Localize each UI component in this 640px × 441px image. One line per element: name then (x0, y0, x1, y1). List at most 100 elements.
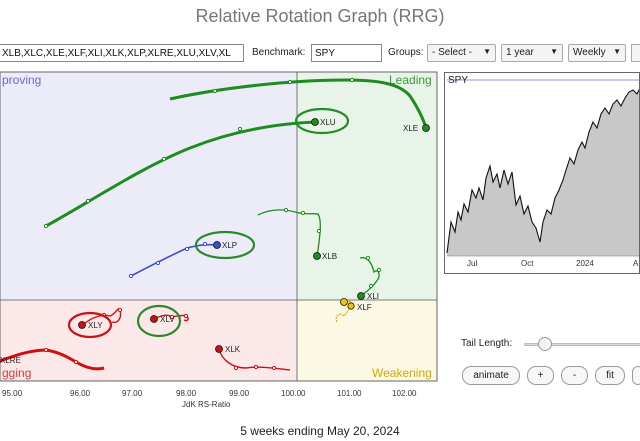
groups-label: Groups: (388, 47, 424, 58)
tail-xle[interactable]: XLE (169, 77, 430, 133)
page-title: Relative Rotation Graph (RRG) (195, 6, 445, 26)
groups-select[interactable]: - Select - ▼ (427, 44, 496, 62)
tail-symbol-label: XLU (320, 118, 336, 127)
tail-symbol-label: XLF (357, 303, 372, 312)
fit-button[interactable]: fit (595, 366, 625, 385)
tail-symbol-label: XLB (322, 252, 337, 261)
tail-head[interactable] (357, 292, 365, 300)
symbols-input[interactable] (0, 44, 244, 62)
x-axis-label: JdK RS-Ratio (182, 400, 231, 409)
tail-point (85, 198, 91, 204)
tail-xlf[interactable]: XLF (335, 298, 372, 323)
tail-point (161, 156, 167, 162)
tail-point (253, 364, 259, 370)
tail-symbol-label: XLE (403, 124, 418, 133)
tail-xlu[interactable]: XLU (43, 107, 350, 229)
tail-length-slider-handle[interactable] (538, 337, 552, 351)
tail-line (169, 78, 428, 129)
highlight-circle (136, 304, 182, 338)
benchmark-chart: Jul Oct 2024 A (446, 79, 640, 268)
tail-point (128, 273, 134, 279)
quadrant-label-lagging: gging (2, 366, 31, 380)
tail-point (271, 365, 277, 371)
tail-head[interactable] (422, 124, 430, 132)
tail-point (316, 228, 322, 234)
tail-xly[interactable]: XLY (67, 307, 123, 339)
tail-symbol-label: XLK (225, 345, 241, 354)
animate-button[interactable]: animate (462, 366, 520, 385)
benchmark-x-tick: 2024 (576, 259, 594, 268)
tail-symbol-label: XLY (88, 321, 103, 330)
zoom-in-button[interactable]: + (527, 366, 554, 385)
benchmark-x-tick: Oct (521, 259, 534, 268)
benchmark-label: Benchmark: (252, 47, 306, 58)
tail-head[interactable] (313, 252, 321, 260)
tail-point (376, 267, 382, 273)
quadrant-improving (0, 72, 297, 300)
tail-head[interactable] (215, 345, 223, 353)
highlight-circle (194, 230, 256, 260)
tail-point (283, 207, 289, 213)
quadrant-weakening (297, 300, 437, 381)
tail-point (117, 307, 123, 313)
x-tick: 97.00 (122, 389, 143, 398)
tail-point (73, 359, 79, 365)
tail-length-label: Tail Length: (461, 338, 513, 349)
benchmark-symbol: SPY (448, 75, 469, 86)
x-tick: 98.00 (176, 389, 197, 398)
zoom-out-button[interactable]: - (561, 366, 588, 385)
tail-symbol-label: XLRE (0, 356, 21, 365)
chevron-down-icon: ▼ (483, 47, 491, 56)
highlight-circle (294, 107, 350, 135)
tail-point (287, 79, 293, 85)
toolbar: Benchmark: Groups: - Select - ▼ 1 year ▼ W… (0, 44, 640, 64)
benchmark-x-tick: Jul (467, 259, 477, 268)
tail-xlk[interactable]: XLK (215, 345, 291, 371)
tail-point (155, 260, 161, 266)
tail-point (349, 77, 355, 83)
x-tick: 101.00 (337, 389, 362, 398)
tail-length-track[interactable] (524, 343, 640, 346)
tail-line (359, 257, 380, 297)
period-select[interactable]: 1 year ▼ (501, 44, 563, 62)
tail-point (169, 314, 175, 320)
tail-point (202, 241, 208, 247)
tail-head[interactable] (78, 321, 86, 329)
tail-head[interactable] (347, 302, 355, 310)
tail-line (0, 348, 105, 371)
frequency-select[interactable]: Weekly ▼ (568, 44, 626, 62)
benchmark-input[interactable] (311, 44, 382, 62)
x-tick: 99.00 (229, 389, 250, 398)
tail-line (45, 120, 316, 228)
tail-xlre[interactable]: XLRE (0, 347, 105, 371)
tail-symbol-label: XLP (222, 241, 237, 250)
plot-border (0, 71, 438, 382)
benchmark-line (446, 87, 640, 254)
groups-select-value: - Select - (432, 47, 473, 58)
more-button[interactable] (632, 366, 640, 385)
tail-point (43, 223, 49, 229)
tail-point (184, 246, 190, 252)
tail-point (365, 255, 371, 261)
tail-head[interactable] (311, 118, 319, 126)
benchmark-area (447, 88, 640, 256)
tail-xli[interactable]: XLI (357, 255, 382, 301)
tail-xlv[interactable]: XLV (136, 304, 189, 338)
x-tick: 100.00 (281, 389, 306, 398)
tail-xlp[interactable]: XLP (128, 230, 256, 279)
tail-point (368, 283, 374, 289)
tail-head[interactable] (213, 241, 221, 249)
period-select-value: 1 year (506, 47, 534, 58)
tail-head[interactable] (340, 298, 348, 306)
x-tick: 95.00 (2, 389, 23, 398)
chevron-down-icon: ▼ (613, 47, 621, 56)
tail-symbol-label: XLV (160, 315, 175, 324)
benchmark-panel: SPY (444, 72, 640, 274)
toolbar-overflow-button[interactable] (631, 44, 640, 62)
tail-xlb[interactable]: XLB (257, 207, 337, 261)
quadrant-label-leading: Leading (389, 73, 432, 87)
x-tick: 102.00 (392, 389, 417, 398)
tail-head[interactable] (150, 315, 158, 323)
x-tick: 96.00 (70, 389, 91, 398)
